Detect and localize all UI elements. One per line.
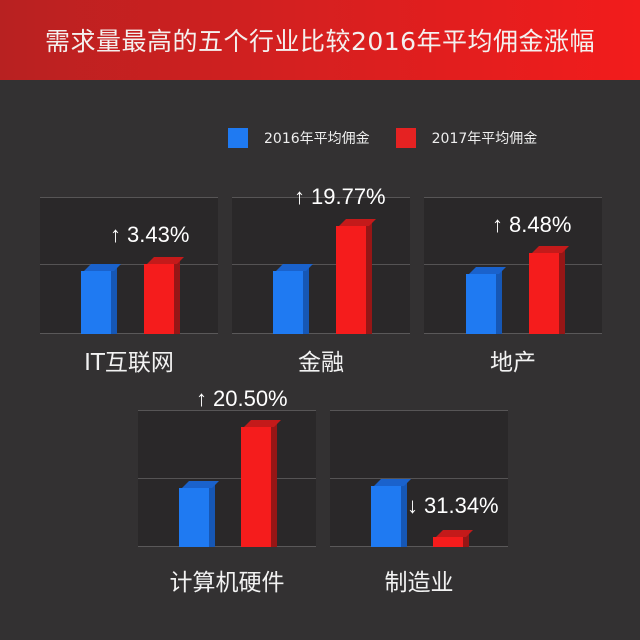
- bar-2016: [466, 267, 506, 334]
- legend: 2016年平均佣金 2017年平均佣金: [228, 126, 563, 150]
- category-label-it: IT互联网: [84, 350, 174, 376]
- legend-swatch-blue: [228, 128, 248, 148]
- gridline: [138, 478, 316, 479]
- baseline: [330, 546, 508, 547]
- bar-2017: [241, 420, 281, 547]
- baseline: [138, 546, 316, 547]
- panel-it: [40, 197, 218, 334]
- change-label-manufacturing: ↓ 31.34%: [407, 493, 499, 518]
- category-label-finance: 金融: [298, 350, 344, 376]
- bar-2016: [81, 264, 121, 334]
- bar-2016: [179, 481, 219, 547]
- panel-finance: [232, 197, 410, 334]
- gridline: [330, 478, 508, 479]
- legend-label-2016: 2016年平均佣金: [264, 131, 370, 147]
- arrow-up-icon: ↑: [196, 386, 207, 411]
- gridline: [40, 264, 218, 265]
- gridline: [424, 264, 602, 265]
- category-label-real-estate: 地产: [490, 350, 536, 376]
- legend-swatch-red: [395, 128, 416, 148]
- arrow-up-icon: ↑: [294, 184, 305, 209]
- panel-manufacturing: [330, 410, 508, 547]
- bar-2016: [273, 264, 313, 334]
- panel-real-estate: [424, 197, 602, 334]
- category-label-computer-hardware: 计算机硬件: [169, 570, 285, 596]
- legend-item-2016: 2016年平均佣金: [228, 128, 370, 148]
- arrow-up-icon: ↑: [110, 222, 121, 247]
- change-label-computer-hardware: ↑ 20.50%: [196, 386, 288, 411]
- bar-2017: [144, 257, 184, 334]
- legend-item-2017: 2017年平均佣金: [395, 128, 538, 148]
- bar-2016: [371, 479, 411, 547]
- panel-computer-hardware: [138, 410, 316, 547]
- change-label-it: ↑ 3.43%: [110, 222, 190, 247]
- legend-label-2017: 2017年平均佣金: [431, 131, 538, 147]
- gridline: [232, 264, 410, 265]
- header-banner: 需求量最高的五个行业比较2016年平均佣金涨幅: [0, 0, 640, 80]
- bar-2017: [529, 246, 569, 334]
- baseline: [40, 333, 218, 334]
- baseline: [424, 333, 602, 334]
- chart-title: 需求量最高的五个行业比较2016年平均佣金涨幅: [44, 27, 596, 56]
- bar-2017: [433, 530, 473, 547]
- change-label-real-estate: ↑ 8.48%: [492, 212, 572, 237]
- category-label-manufacturing: 制造业: [384, 570, 454, 596]
- arrow-down-icon: ↓: [407, 493, 418, 518]
- arrow-up-icon: ↑: [492, 212, 503, 237]
- bar-2017: [336, 219, 376, 334]
- baseline: [232, 333, 410, 334]
- change-label-finance: ↑ 19.77%: [294, 184, 386, 209]
